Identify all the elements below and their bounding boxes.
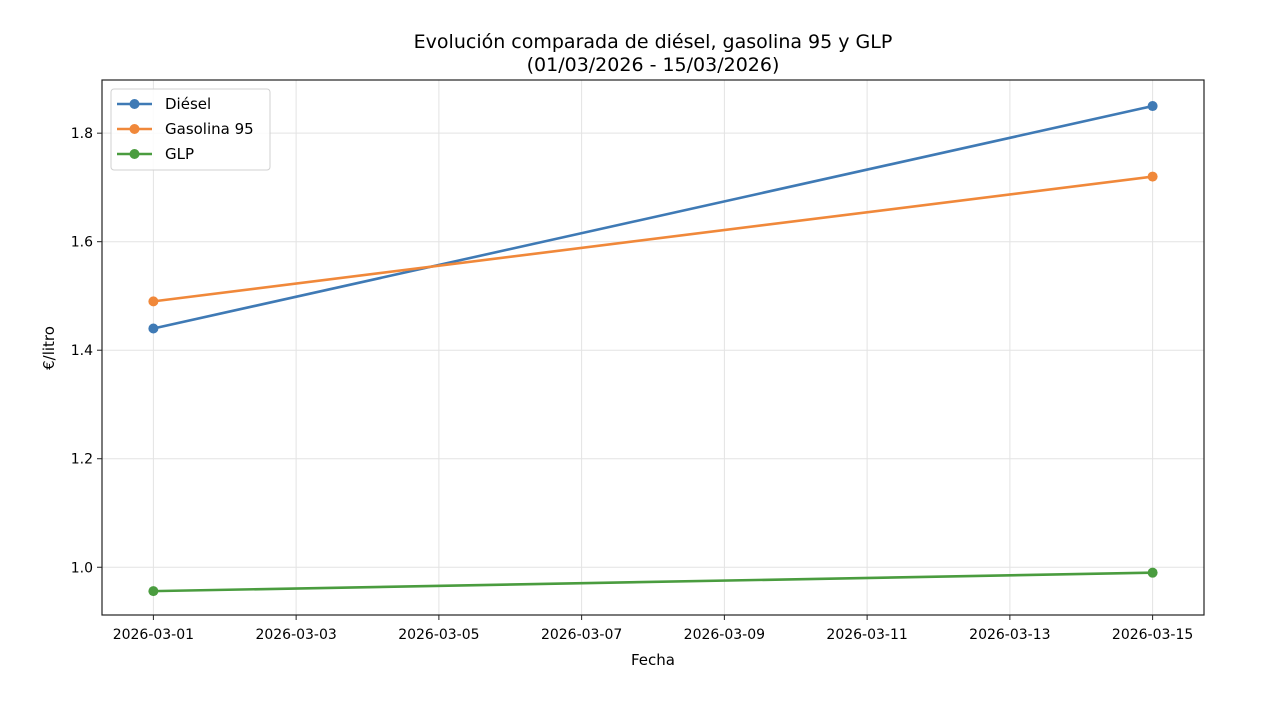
data-point-gasolina-95 <box>1147 171 1158 182</box>
y-tick-label: 1.6 <box>71 235 93 251</box>
series-line-di-sel <box>153 104 1153 330</box>
legend-marker-glp <box>129 149 140 159</box>
x-tick-label: 2026-03-13 <box>969 627 1050 643</box>
y-axis-label: €/litro <box>40 326 58 370</box>
y-tick-label: 1.2 <box>71 452 93 468</box>
data-point-glp <box>148 586 159 597</box>
data-point-di-sel <box>1147 101 1158 112</box>
data-point-di-sel <box>148 323 159 334</box>
data-point-gasolina-95 <box>148 296 159 307</box>
plot-area-frame <box>101 79 1205 616</box>
legend-marker-gasolina-95 <box>129 124 140 134</box>
x-tick-label: 2026-03-07 <box>541 627 622 643</box>
series-line-gasolina-95 <box>153 175 1153 303</box>
x-tick-label: 2026-03-15 <box>1112 627 1193 643</box>
x-axis-label: Fecha <box>631 651 675 669</box>
data-point-glp <box>1147 567 1158 578</box>
chart-title: Evolución comparada de diésel, gasolina … <box>414 31 893 53</box>
chart-subtitle: (01/03/2026 - 15/03/2026) <box>527 54 780 76</box>
legend-label-gasolina-95: Gasolina 95 <box>165 120 254 138</box>
legend-label-di-sel: Diésel <box>165 95 211 113</box>
legend-box <box>110 88 271 171</box>
legend-label-glp: GLP <box>165 145 194 163</box>
legend: Diésel Gasolina 95 GLP <box>110 88 271 171</box>
x-tick-label: 2026-03-01 <box>113 627 194 643</box>
y-tick-label: 1.4 <box>71 343 93 359</box>
x-tick-label: 2026-03-09 <box>684 627 765 643</box>
x-tick-label: 2026-03-05 <box>398 627 479 643</box>
legend-marker-di-sel <box>129 99 140 109</box>
x-tick-label: 2026-03-03 <box>255 627 336 643</box>
y-tick-label: 1.0 <box>71 560 93 576</box>
x-tick-label: 2026-03-11 <box>826 627 907 643</box>
series-line-glp <box>153 571 1153 593</box>
y-tick-label: 1.8 <box>71 126 93 142</box>
